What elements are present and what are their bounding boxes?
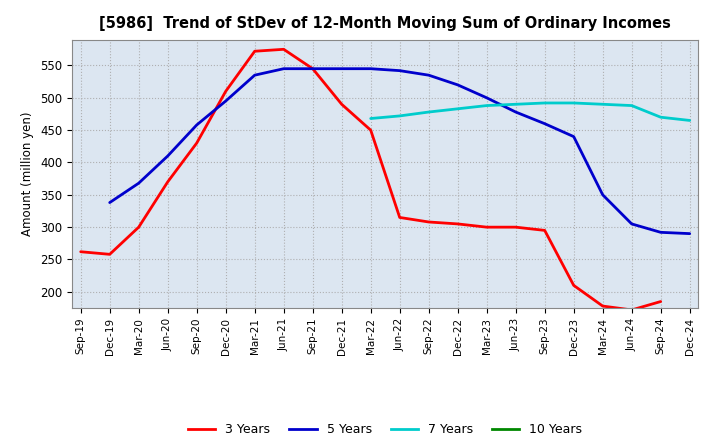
Line: 3 Years: 3 Years [81, 49, 661, 310]
Legend: 3 Years, 5 Years, 7 Years, 10 Years: 3 Years, 5 Years, 7 Years, 10 Years [183, 418, 588, 440]
5 Years [627, 221, 636, 227]
7 Years [541, 100, 549, 106]
5 Years [105, 200, 114, 205]
3 Years [598, 304, 607, 309]
3 Years [424, 220, 433, 225]
5 Years [482, 95, 491, 100]
5 Years [366, 66, 375, 71]
7 Years [395, 113, 404, 118]
5 Years [395, 68, 404, 73]
Y-axis label: Amount (million yen): Amount (million yen) [22, 112, 35, 236]
7 Years [366, 116, 375, 121]
5 Years [657, 230, 665, 235]
7 Years [685, 118, 694, 123]
Title: [5986]  Trend of StDev of 12-Month Moving Sum of Ordinary Incomes: [5986] Trend of StDev of 12-Month Moving… [99, 16, 671, 32]
5 Years [192, 122, 201, 128]
3 Years [105, 252, 114, 257]
3 Years [454, 221, 462, 227]
3 Years [221, 89, 230, 94]
3 Years [251, 48, 259, 54]
7 Years [482, 103, 491, 108]
5 Years [308, 66, 317, 71]
3 Years [570, 283, 578, 288]
3 Years [308, 66, 317, 71]
3 Years [395, 215, 404, 220]
7 Years [454, 106, 462, 111]
3 Years [627, 307, 636, 312]
3 Years [541, 228, 549, 233]
5 Years [685, 231, 694, 236]
3 Years [135, 224, 143, 230]
5 Years [424, 73, 433, 78]
Line: 5 Years: 5 Years [109, 69, 690, 234]
5 Years [135, 180, 143, 186]
5 Years [454, 82, 462, 88]
5 Years [338, 66, 346, 71]
5 Years [570, 134, 578, 139]
3 Years [482, 224, 491, 230]
7 Years [511, 102, 520, 107]
3 Years [279, 47, 288, 52]
5 Years [163, 154, 172, 159]
3 Years [366, 128, 375, 133]
3 Years [338, 102, 346, 107]
3 Years [657, 299, 665, 304]
5 Years [251, 73, 259, 78]
7 Years [657, 114, 665, 120]
3 Years [163, 179, 172, 184]
5 Years [541, 121, 549, 126]
3 Years [192, 140, 201, 146]
3 Years [76, 249, 85, 254]
5 Years [279, 66, 288, 71]
7 Years [598, 102, 607, 107]
7 Years [627, 103, 636, 108]
5 Years [511, 110, 520, 115]
5 Years [598, 192, 607, 198]
5 Years [221, 99, 230, 104]
3 Years [511, 224, 520, 230]
Line: 7 Years: 7 Years [371, 103, 690, 121]
7 Years [424, 110, 433, 115]
7 Years [570, 100, 578, 106]
